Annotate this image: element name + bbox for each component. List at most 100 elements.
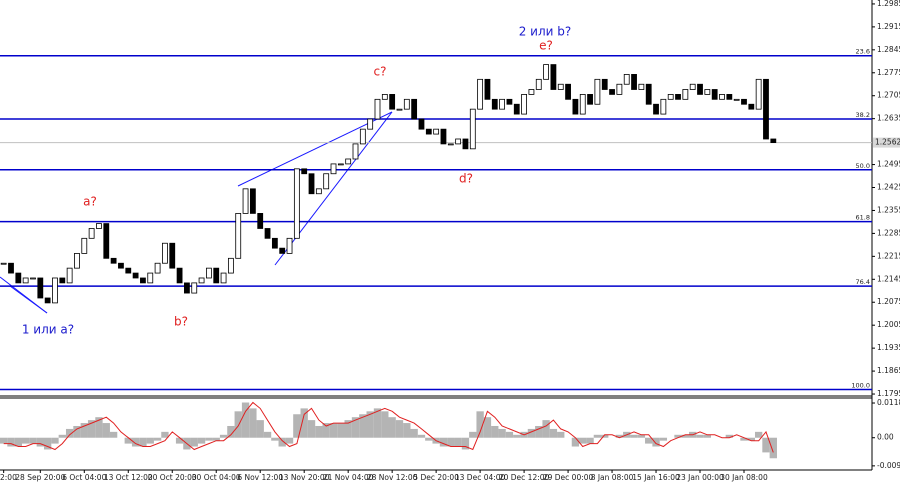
histogram-bar [381, 411, 389, 438]
candle-body [257, 213, 264, 229]
x-tick-label: 23 Jan 00:00 [676, 473, 724, 482]
candle-body [601, 78, 608, 90]
y-tick-label: 0.01183 [877, 398, 900, 407]
y-tick-label: 1.2775 [877, 68, 900, 77]
x-tick-label: 28 Sep 20:00 [15, 473, 65, 482]
x-tick-label: 6 Nov 12:00 [237, 473, 283, 482]
fib-label: 76.4 [856, 278, 870, 286]
histogram-bar [637, 434, 646, 438]
candle-body [308, 173, 315, 195]
wave-label: 2 или b? [519, 25, 572, 39]
candle-body [367, 118, 374, 130]
histogram-bar [454, 437, 462, 447]
wave-label: d? [459, 172, 473, 186]
y-tick-label: 1.2215 [877, 251, 900, 260]
wave-label: c? [374, 65, 387, 79]
candle-body [330, 163, 337, 175]
histogram-bar [747, 437, 755, 441]
candle-body [279, 247, 286, 254]
candle-body [235, 213, 242, 259]
histogram-bar [190, 437, 198, 447]
histogram-bar [285, 437, 294, 444]
candle-body [689, 83, 696, 90]
candle-body [103, 223, 110, 259]
candle-body [359, 128, 366, 145]
x-tick-label: 5 Dec 20:00 [413, 473, 459, 482]
y-tick-label: 1.2005 [877, 320, 900, 329]
histogram-bar [410, 428, 418, 438]
x-tick-label: 8 Jan 08:00 [591, 473, 634, 482]
y-tick-label: 1.2285 [877, 228, 900, 237]
histogram-bar [241, 402, 250, 438]
histogram-bar [527, 428, 536, 438]
candle-body [433, 128, 440, 135]
candle-body [770, 138, 777, 143]
candle-body [660, 98, 667, 115]
candle-body [543, 64, 549, 80]
histogram-bar [263, 431, 272, 438]
candle-body [125, 267, 132, 274]
histogram-bar [146, 437, 154, 444]
histogram-bar [337, 423, 345, 438]
candle-body [645, 83, 652, 105]
fib-label: 61.8 [856, 214, 870, 222]
candle-body [403, 98, 410, 110]
fib-label: 50.0 [856, 162, 870, 170]
candle-body [301, 168, 308, 175]
candle-body [506, 98, 513, 105]
y-tick-label: 1.2355 [877, 205, 900, 214]
y-tick-label: 1.2145 [877, 274, 900, 283]
fib-label: 38.2 [856, 111, 870, 119]
histogram-bar [205, 437, 213, 441]
histogram-bar [300, 408, 308, 438]
histogram-bar [403, 423, 411, 438]
histogram-bar [322, 423, 330, 438]
candle-body [381, 94, 388, 100]
histogram-bar [161, 431, 169, 438]
histogram-bar [681, 434, 690, 438]
candle-body [242, 188, 249, 214]
candle-body [293, 168, 300, 239]
histogram-bar [249, 408, 257, 438]
candle-body [396, 108, 403, 111]
candle-body [176, 267, 183, 284]
candle-body [206, 267, 212, 279]
histogram-bar [439, 437, 448, 447]
histogram-bar [725, 434, 733, 438]
histogram-bar [461, 437, 470, 450]
candle-body [609, 89, 615, 95]
candle-body [741, 98, 747, 105]
candle-body [132, 272, 139, 279]
y-tick-label: 1.1865 [877, 366, 900, 375]
histogram-bar [571, 437, 580, 447]
histogram-bar [109, 431, 118, 438]
candle-body [88, 228, 95, 239]
current-price-box [873, 137, 900, 148]
histogram-bar [256, 420, 264, 438]
candle-body [667, 94, 674, 100]
histogram-bar [652, 437, 660, 447]
histogram-bar [153, 437, 162, 441]
x-tick-label: 29 Dec 00:00 [543, 473, 594, 482]
x-tick-label: 13 Oct 12:00 [104, 473, 153, 482]
histogram-bar [219, 434, 228, 438]
candle-body [52, 277, 58, 304]
x-tick-label: 6 Oct 04:00 [62, 473, 106, 482]
candle-body [286, 237, 293, 254]
candle-body [565, 83, 571, 100]
y-tick-label: 1.2915 [877, 22, 900, 31]
fib-label: 100.0 [851, 381, 870, 389]
histogram-bar [43, 437, 52, 450]
candle-body [535, 78, 542, 90]
candle-body [118, 262, 124, 269]
x-tick-label: 30 Oct 04:00 [192, 473, 241, 482]
histogram-bar [359, 414, 367, 438]
candle-body [184, 282, 190, 294]
fib-label: 23.6 [856, 48, 870, 56]
histogram-bar [542, 420, 550, 438]
candle-body [447, 143, 454, 146]
histogram-bar [65, 428, 74, 438]
histogram-bar [549, 428, 558, 438]
histogram-bar [227, 425, 235, 438]
candle-body [440, 128, 447, 145]
